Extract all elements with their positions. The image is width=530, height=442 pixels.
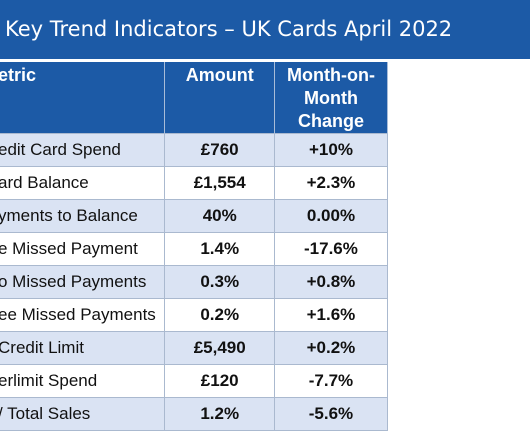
metric-cell: / Total Sales xyxy=(0,397,166,431)
amount-cell: 1.2% xyxy=(164,397,275,431)
change-cell: 0.00% xyxy=(274,199,389,233)
amount-cell: £5,490 xyxy=(164,331,275,365)
table-row: erlimit Spend £120 -7.7% xyxy=(0,364,389,398)
change-cell: +0.8% xyxy=(274,265,389,299)
change-cell: +10% xyxy=(274,133,389,167)
table-row: ee Missed Payments 0.2% +1.6% xyxy=(0,298,389,332)
table-row: ard Balance £1,554 +2.3% xyxy=(0,166,389,200)
metric-cell: e Missed Payment xyxy=(0,232,166,266)
amount-cell: £120 xyxy=(164,364,275,398)
page-title: Key Trend Indicators – UK Cards April 20… xyxy=(5,17,453,41)
amount-cell: 40% xyxy=(164,199,275,233)
metric-column-header: etric xyxy=(0,62,166,134)
change-column-header: Month-on-Month Change xyxy=(274,62,389,134)
amount-cell: 1.4% xyxy=(164,232,275,266)
change-cell: +2.3% xyxy=(274,166,389,200)
amount-cell: £1,554 xyxy=(164,166,275,200)
change-cell: -5.6% xyxy=(274,397,389,431)
metric-cell: yments to Balance xyxy=(0,199,166,233)
metric-cell: Credit Limit xyxy=(0,331,166,365)
change-cell: -17.6% xyxy=(274,232,389,266)
change-cell: +1.6% xyxy=(274,298,389,332)
change-cell: -7.7% xyxy=(274,364,389,398)
table-row: Credit Limit £5,490 +0.2% xyxy=(0,331,389,365)
amount-cell: £760 xyxy=(164,133,275,167)
table-row: edit Card Spend £760 +10% xyxy=(0,133,389,167)
table-row: / Total Sales 1.2% -5.6% xyxy=(0,397,389,431)
table-row: e Missed Payment 1.4% -17.6% xyxy=(0,232,389,266)
metric-cell: edit Card Spend xyxy=(0,133,166,167)
table-row: o Missed Payments 0.3% +0.8% xyxy=(0,265,389,299)
metric-cell: ee Missed Payments xyxy=(0,298,166,332)
amount-column-header: Amount xyxy=(164,62,275,134)
table-header-row: etric Amount Month-on-Month Change xyxy=(0,62,389,134)
amount-cell: 0.3% xyxy=(164,265,275,299)
metric-cell: o Missed Payments xyxy=(0,265,166,299)
change-cell: +0.2% xyxy=(274,331,389,365)
amount-cell: 0.2% xyxy=(164,298,275,332)
indicators-table: etric Amount Month-on-Month Change edit … xyxy=(0,62,389,431)
metric-cell: erlimit Spend xyxy=(0,364,166,398)
table-row: yments to Balance 40% 0.00% xyxy=(0,199,389,233)
metric-cell: ard Balance xyxy=(0,166,166,200)
title-bar: Key Trend Indicators – UK Cards April 20… xyxy=(0,0,530,59)
